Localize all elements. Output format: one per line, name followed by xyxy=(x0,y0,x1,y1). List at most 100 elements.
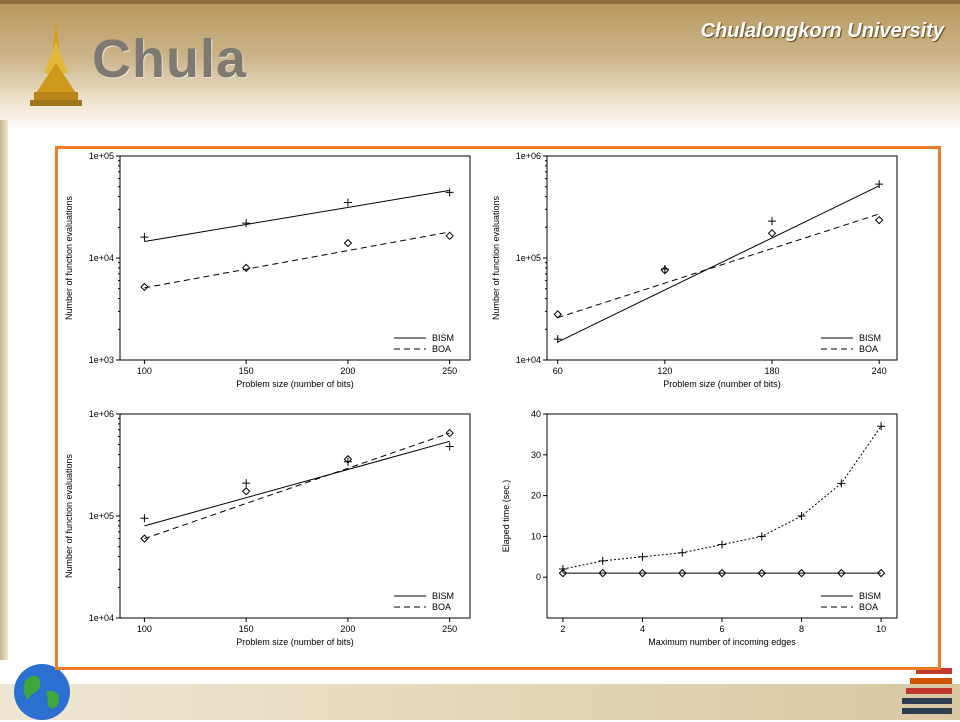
chart2-y-tick-label: 1e+06 xyxy=(89,409,114,419)
chart3-series-boa-legend-label: BOA xyxy=(859,602,878,612)
slide-header: Chula Chulalongkorn University xyxy=(0,0,960,130)
chart3-y-tick-label: 10 xyxy=(531,531,541,541)
chart2-series-boa-point-diamond xyxy=(445,428,454,438)
chart1-series-bism-fit-line xyxy=(557,185,880,343)
chart2-plot-area xyxy=(119,413,471,619)
chart3-x-tick-label: 4 xyxy=(640,624,645,634)
chart0-series-boa-legend-label: BOA xyxy=(432,344,451,354)
chart-bism-vs-boa-3: 1e+04 1e+05 1e+06 100 150 200 250 Problem size … xyxy=(64,409,471,647)
chart3-series-boa-point-plus xyxy=(638,552,647,561)
chart1-x-axis-label: Problem size (number of bits) xyxy=(663,379,781,389)
chart3-x-axis-label: Maximum number of incoming edges xyxy=(648,637,796,647)
chart0-series-boa-point-diamond xyxy=(445,231,454,241)
chart3-series-boa-point-plus xyxy=(837,479,846,488)
chart2-x-tick-label: 250 xyxy=(442,624,457,634)
chart0-series-bism-point-plus xyxy=(445,188,454,197)
chart0-x-tick-label: 100 xyxy=(137,366,152,376)
chart3-series-boa-point-plus xyxy=(678,548,687,557)
chart2-y-tick-label: 1e+04 xyxy=(89,613,114,623)
pagoda-icon xyxy=(30,18,82,106)
chart1-series-boa-fit-line xyxy=(557,213,880,319)
chart1-series-bism-point-plus xyxy=(768,217,776,226)
chart0-series-bism-point-plus xyxy=(140,233,149,242)
chart1-x-tick-label: 180 xyxy=(764,366,779,376)
chart3-series-bism-point-diamond xyxy=(757,568,766,578)
chart-bism-vs-boa-2: 1e+04 1e+05 1e+06 60 120 180 240 Problem size (… xyxy=(491,151,898,389)
chart0-y-axis-label: Number of function evaluations xyxy=(64,195,74,320)
chart2-y-axis-label: Number of function evaluations xyxy=(64,453,74,578)
chart2-series-bism-fit-line xyxy=(144,440,450,527)
chart1-series-bism-point-plus xyxy=(875,180,884,189)
chart0-series-boa-fit-line xyxy=(144,231,450,289)
chart3-plot-area xyxy=(546,413,898,619)
chart3-x-tick-label: 6 xyxy=(719,624,724,634)
chart2-x-tick-label: 200 xyxy=(340,624,355,634)
university-name: Chulalongkorn University xyxy=(700,20,944,42)
chart1-y-axis-label: Number of function evaluations xyxy=(491,195,501,320)
chart3-series-bism-point-diamond xyxy=(837,568,846,578)
chart2-series-bism-point-plus xyxy=(242,479,251,488)
chart0-x-tick-label: 250 xyxy=(442,366,457,376)
chart3-y-axis-label: Elaped time (sec.) xyxy=(501,480,511,553)
chart0-series-bism-fit-line xyxy=(144,189,450,243)
chart1-series-boa-legend-label: BOA xyxy=(859,344,878,354)
chart0-series-bism-point-plus xyxy=(242,219,251,228)
chart3-series-boa-point-plus xyxy=(797,512,806,520)
chart2-series-boa-point-diamond xyxy=(241,487,251,496)
chart1-y-tick-label: 1e+05 xyxy=(516,253,541,263)
chart1-y-tick-label: 1e+06 xyxy=(516,151,541,161)
chart3-series-bism-point-diamond xyxy=(558,568,568,578)
chart3-series-bism-point-diamond xyxy=(876,568,886,578)
chart1-x-tick-label: 60 xyxy=(553,366,563,376)
chart2-series-boa-point-diamond xyxy=(343,455,353,464)
chart3-series-boa-point-plus xyxy=(757,532,766,541)
chart3-series-bism-point-diamond xyxy=(678,568,687,578)
chart2-x-tick-label: 100 xyxy=(137,624,152,634)
chart0-series-boa-point-diamond xyxy=(140,282,149,292)
chart3-series-boa-point-plus xyxy=(718,540,726,549)
chart3-series-boa-point-plus xyxy=(558,565,567,574)
left-decor-bar xyxy=(0,120,8,660)
chart2-x-tick-label: 150 xyxy=(239,624,254,634)
chart0-series-bism-point-plus xyxy=(343,198,352,207)
chart0-series-boa-point-diamond xyxy=(343,238,353,248)
chart3-x-tick-label: 2 xyxy=(560,624,565,634)
slide-footer xyxy=(0,684,960,720)
chart2-series-bism-point-plus xyxy=(343,457,352,466)
chart3-series-bism-point-diamond xyxy=(797,568,806,578)
chart1-series-boa-point-diamond xyxy=(874,215,884,225)
chart0-x-tick-label: 150 xyxy=(239,366,254,376)
chart3-series-bism-point-diamond xyxy=(638,568,647,578)
chart1-plot-area xyxy=(546,155,898,361)
chart0-y-tick-label: 1e+03 xyxy=(89,355,114,365)
chart0-series-boa-point-diamond xyxy=(241,263,251,273)
chart0-y-tick-label: 1e+05 xyxy=(89,151,114,161)
chart1-x-tick-label: 120 xyxy=(657,366,672,376)
chart0-x-tick-label: 200 xyxy=(340,366,355,376)
chart2-series-bism-point-plus xyxy=(140,514,149,523)
chart2-y-tick-label: 1e+05 xyxy=(89,511,114,521)
chart3-series-bism-point-diamond xyxy=(598,568,607,578)
chart3-y-tick-label: 20 xyxy=(531,491,541,501)
chart2-series-boa-point-diamond xyxy=(140,534,149,543)
chart3-y-tick-label: 0 xyxy=(536,572,541,582)
chart1-series-bism-legend-label: BISM xyxy=(859,333,881,343)
chart0-x-axis-label: Problem size (number of bits) xyxy=(236,379,354,389)
chart3-y-tick-label: 30 xyxy=(531,450,541,460)
chart3-x-tick-label: 8 xyxy=(799,624,804,634)
globe-icon xyxy=(14,664,70,720)
chart1-series-boa-point-diamond xyxy=(553,310,562,319)
chart-elapsed-time: 0 10 20 30 40 2 4 6 8 10 Maximum number of incomin… xyxy=(501,409,898,647)
chart1-series-bism-point-plus xyxy=(553,335,562,344)
chart3-series-bism-legend-label: BISM xyxy=(859,591,881,601)
chart2-series-boa-fit-line xyxy=(144,432,450,540)
chart1-series-boa-point-diamond xyxy=(767,229,777,238)
chart2-series-bism-point-plus xyxy=(445,442,454,451)
chart-frame xyxy=(55,146,941,670)
chart-bism-vs-boa-1: 1e+03 1e+04 1e+05 100 150 200 250 Problem size … xyxy=(64,151,471,389)
header-stripe xyxy=(0,0,960,4)
bars-logo-icon xyxy=(902,668,952,714)
chart3-series-boa-point-plus xyxy=(877,422,886,431)
chart3-x-tick-label: 10 xyxy=(876,624,886,634)
chart2-series-boa-legend-label: BOA xyxy=(432,602,451,612)
